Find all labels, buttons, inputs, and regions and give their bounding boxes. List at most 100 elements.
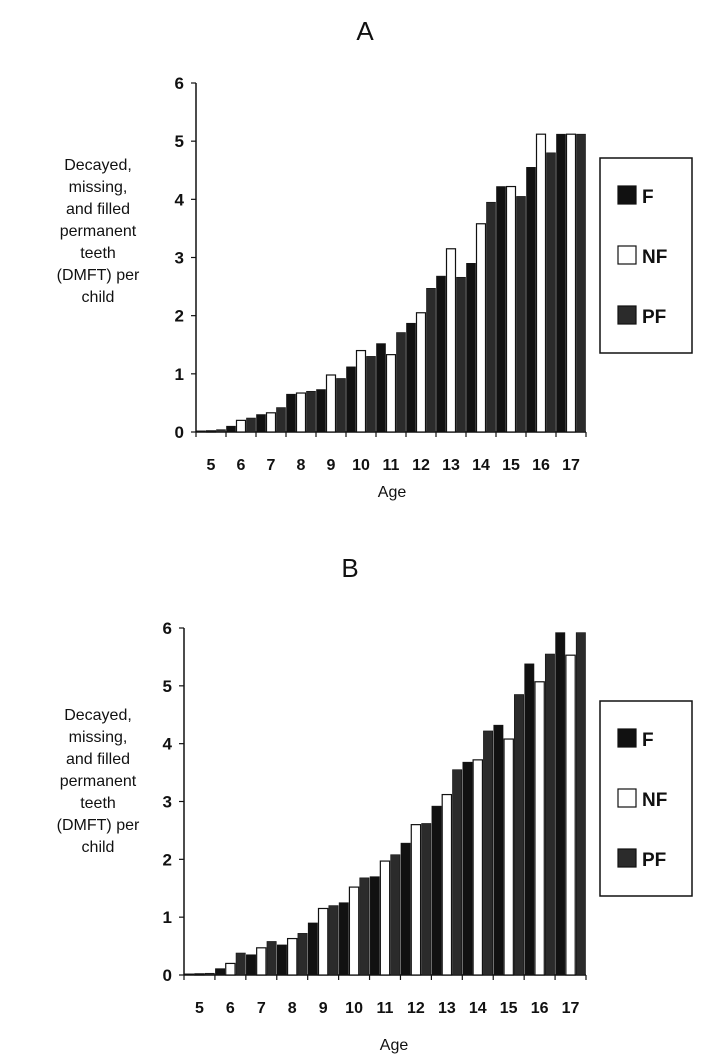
legend: F NF PF [599,157,693,354]
legend-label-pf: PF [642,307,666,328]
bar-nf-age-15 [505,185,517,433]
bar-pf-age-8 [306,390,316,433]
bar-pf-age-15 [516,196,526,433]
bar-f-age-6 [215,968,226,976]
bar-nf-age-16 [534,681,545,976]
x-tick-label: 15 [502,457,520,474]
bar-pf-age-10 [359,877,370,976]
legend-label-f: F [642,187,654,208]
bar-nf-age-5 [205,430,217,433]
bar-pf-age-6 [246,417,256,433]
bar-f-age-17 [556,133,566,433]
bar-f-age-11 [369,876,380,976]
x-tick-label: 8 [288,1000,297,1017]
bar-pf-age-12 [426,288,436,433]
y-axis-label-line: teeth [80,795,116,812]
bar-f-age-12 [406,322,416,433]
bar-f-age-7 [256,414,266,433]
y-axis-label: Decayed, missing, and filled permanent teeth… [57,707,140,856]
legend-swatch-nf [617,245,637,265]
bar-pf-age-15 [514,694,524,976]
bar-nf-age-8 [286,937,298,976]
bar-nf-age-13 [441,793,453,976]
bar-pf-age-6 [235,952,246,976]
y-tick-label: 3 [163,793,172,812]
bar-pf-age-7 [266,941,277,976]
bar-pf-age-5 [204,972,215,976]
bar-pf-age-13 [456,276,466,433]
x-axis-label: Age [378,484,407,501]
x-tick-label: 6 [237,457,246,474]
bar-f-age-7 [246,954,256,976]
y-tick-label: 6 [163,619,172,638]
bar-f-age-8 [276,944,287,976]
y-tick-label: 1 [163,908,172,927]
y-tick-label: 2 [175,307,184,326]
y-tick-label: 5 [163,677,172,696]
x-tick-label: 7 [267,457,276,474]
bar-f-age-11 [376,343,386,433]
bar-f-age-10 [346,366,356,433]
bar-f-age-6 [226,425,236,433]
bar-f-age-15 [493,724,504,976]
bar-pf-age-9 [328,905,339,976]
legend-swatch-nf [617,788,637,808]
bar-f-age-13 [436,275,446,433]
bar-nf-age-17 [565,133,577,433]
x-tick-label: 12 [407,1000,425,1017]
x-tick-label: 8 [297,457,306,474]
y-axis-label-line: teeth [80,245,116,262]
x-tick-label: 9 [327,457,336,474]
bar-f-age-10 [338,902,349,976]
y-tick-label: 4 [175,190,185,209]
bar-pf-age-9 [336,378,346,433]
x-tick-label: 12 [412,457,430,474]
y-axis-label-line: missing, [69,729,128,746]
panel-title: A [356,16,374,46]
bar-nf-age-12 [410,824,422,976]
legend-box [599,700,693,897]
x-tick-label: 13 [438,1000,456,1017]
bar-f-age-16 [526,167,536,433]
bar-f-age-12 [400,842,411,976]
bar-nf-age-16 [535,133,547,433]
panel-a: A Decayed, missing, and filled permanent tee… [57,16,693,501]
bar-pf-age-17 [575,632,586,976]
bar-nf-age-5 [194,973,205,976]
y-tick-label: 4 [163,735,173,754]
legend-swatch-pf [617,305,637,325]
legend: F NF PF [599,700,693,897]
y-tick-label: 2 [163,850,172,869]
x-tick-label: 10 [345,1000,363,1017]
x-tick-label: 11 [377,1000,394,1017]
bar-f-age-13 [431,805,442,976]
bar-nf-age-8 [295,392,307,433]
x-tick-label: 16 [532,457,550,474]
bar-nf-age-7 [265,412,277,433]
legend-swatch-f [617,185,637,205]
y-axis-label-line: and filled [66,751,130,768]
y-axis-label-line: child [82,839,115,856]
bar-f-age-14 [466,263,476,433]
y-tick-label: 0 [163,966,172,985]
bar-nf-age-11 [385,354,397,433]
bar-pf-age-14 [483,730,494,976]
x-tick-label: 16 [531,1000,549,1017]
legend-label-nf: NF [642,790,667,811]
x-tick-label: 17 [562,457,580,474]
x-tick-label: 5 [195,1000,204,1017]
y-tick-label: 5 [175,132,184,151]
bar-pf-age-14 [486,201,496,433]
y-axis-label-line: child [82,289,115,306]
y-axis-label: Decayed, missing, and filled permanent teeth… [57,157,140,306]
bar-pf-age-16 [546,152,556,433]
y-axis-label-line: Decayed, [64,157,132,174]
bar-nf-age-7 [256,947,267,976]
bar-pf-age-5 [216,429,226,433]
bar-f-age-9 [307,922,318,976]
bar-nf-age-12 [415,312,427,433]
x-tick-label: 17 [562,1000,580,1017]
x-tick-label: 14 [472,457,490,474]
x-tick-label: 14 [469,1000,487,1017]
